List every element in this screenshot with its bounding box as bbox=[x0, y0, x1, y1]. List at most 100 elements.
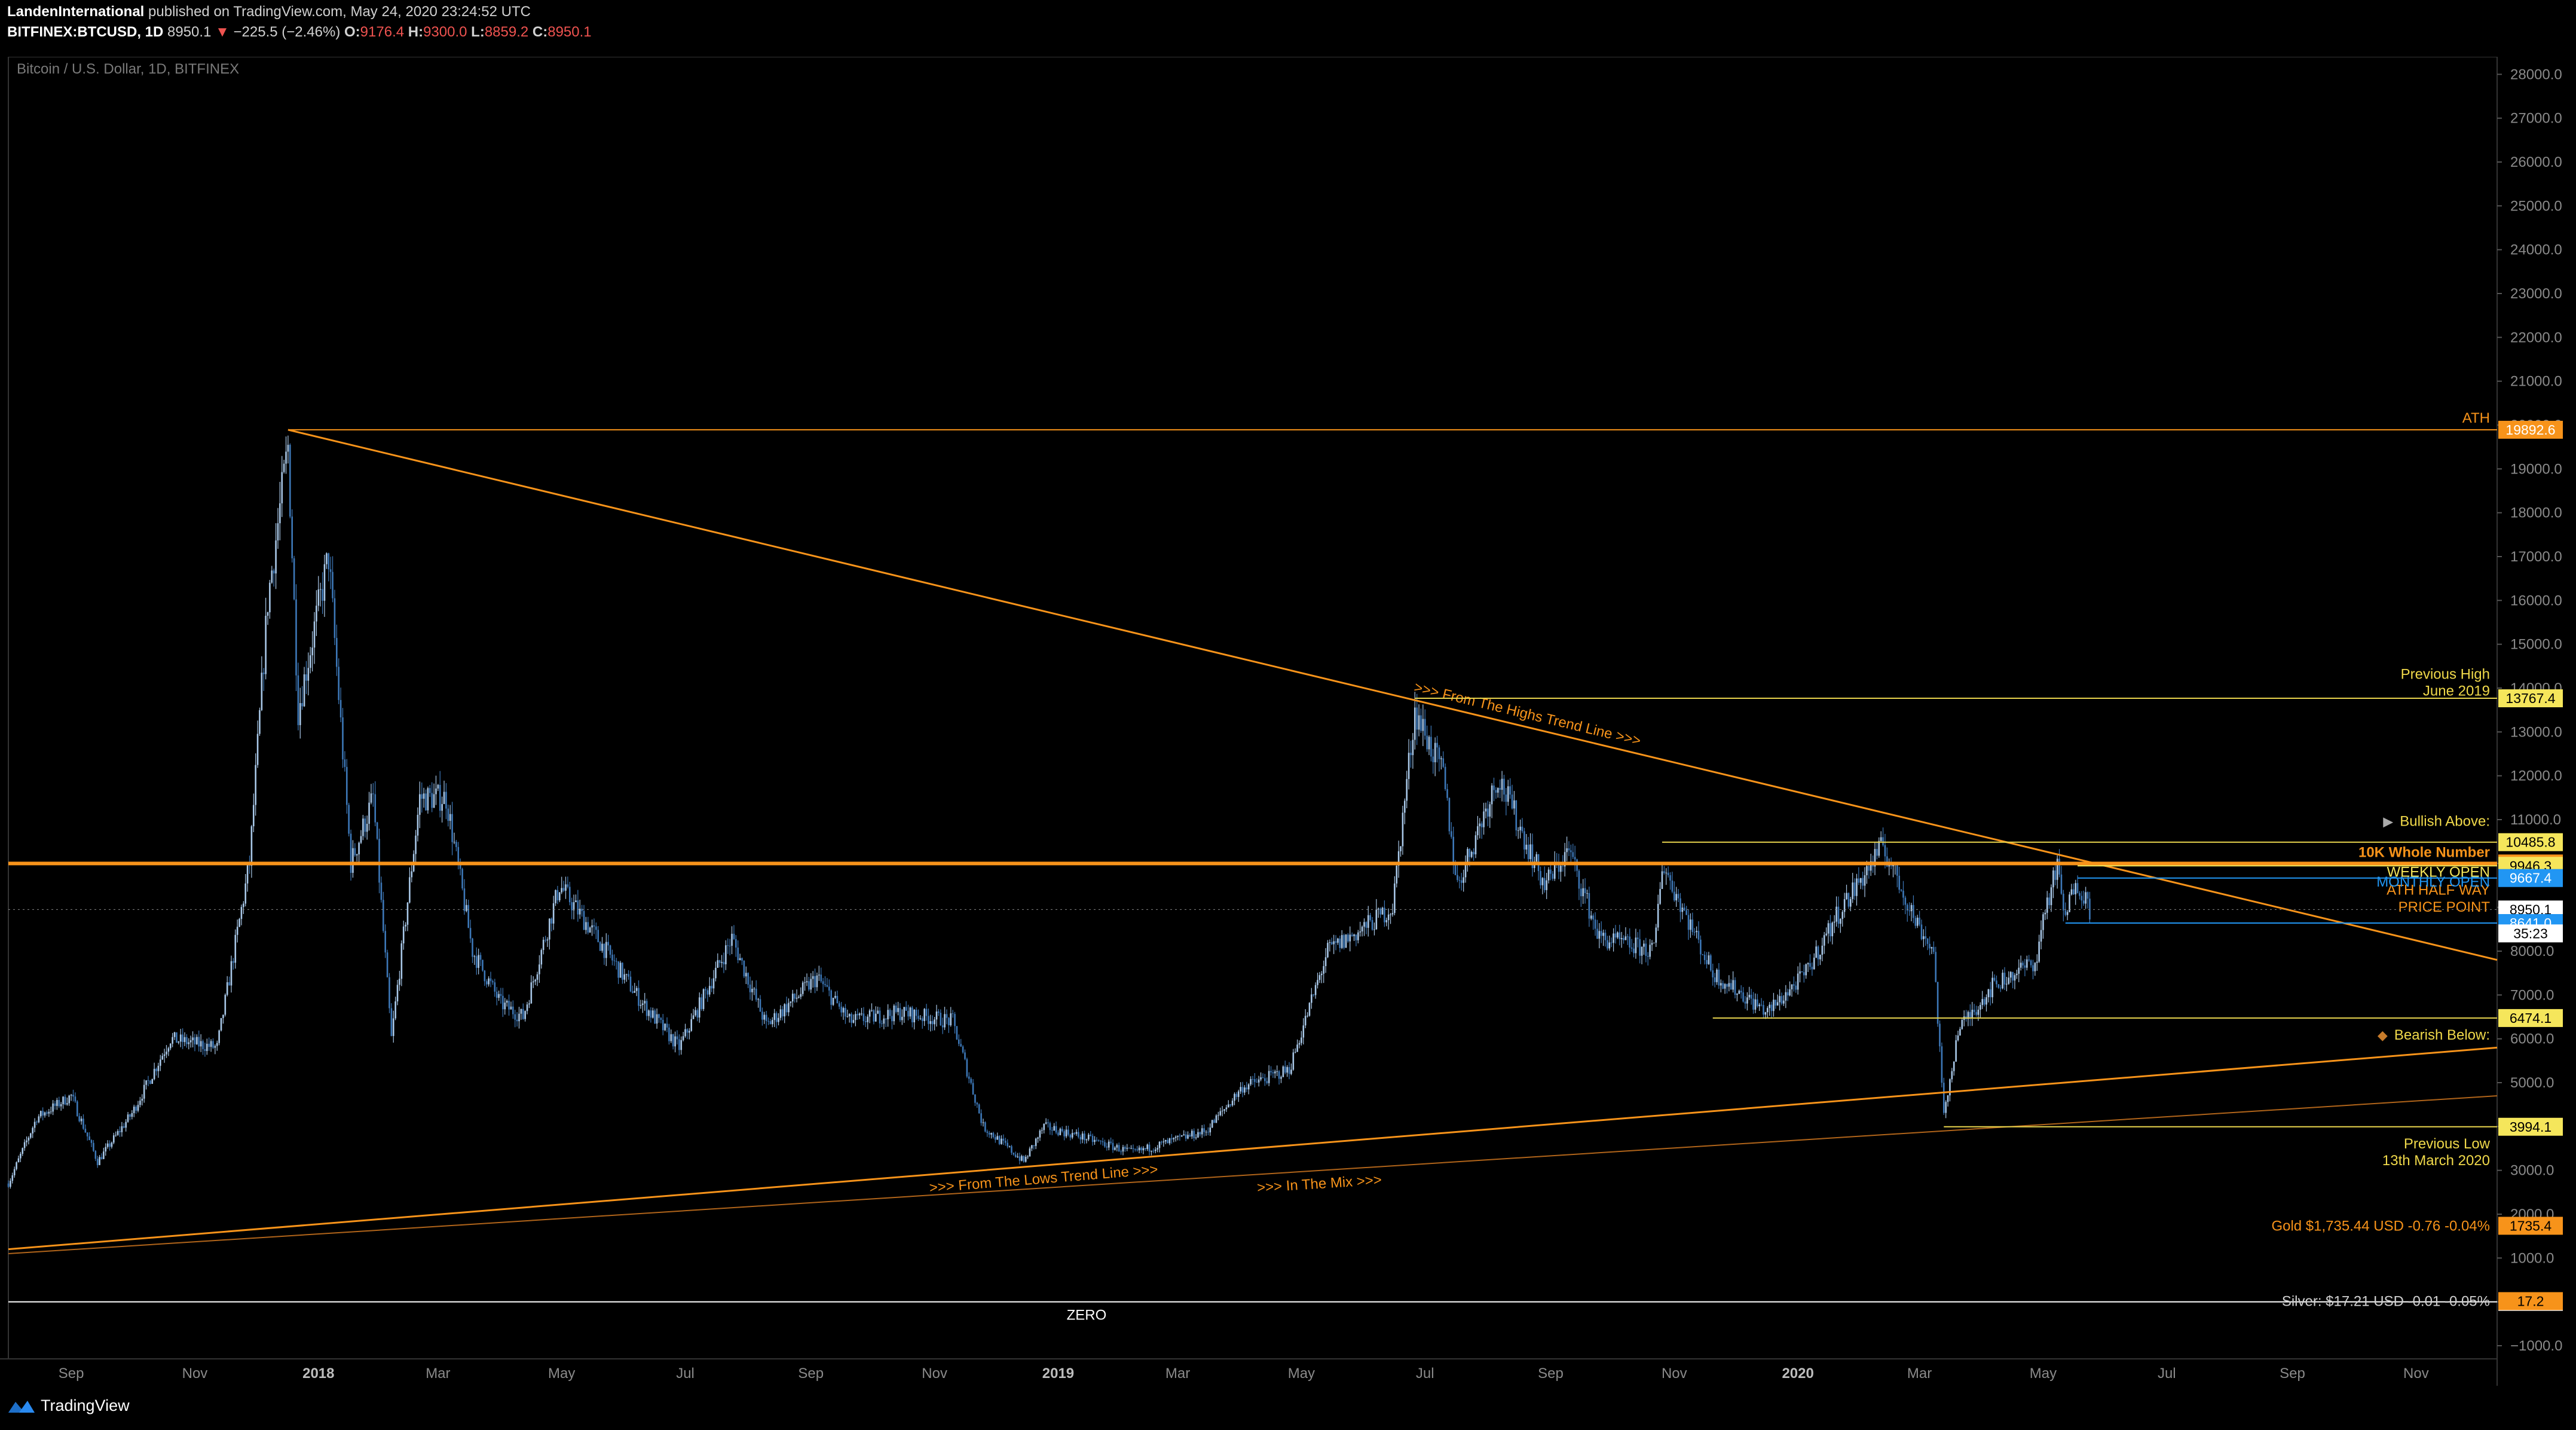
y-tick-label: 8000.0 bbox=[2510, 943, 2554, 960]
candle-body bbox=[1444, 766, 1446, 789]
candle-body bbox=[755, 988, 757, 1000]
candle-body bbox=[1527, 844, 1529, 860]
candle-body bbox=[1081, 1133, 1084, 1139]
candle-body bbox=[1118, 1145, 1120, 1152]
candle-body bbox=[1311, 994, 1313, 1003]
candle-body bbox=[1231, 1101, 1234, 1106]
candle-body bbox=[2024, 965, 2026, 968]
candle-body bbox=[1523, 831, 1525, 850]
tradingview-logo[interactable]: TradingView bbox=[7, 1397, 130, 1415]
candle-body bbox=[23, 1142, 26, 1148]
candle-body bbox=[2082, 900, 2085, 904]
candle-body bbox=[804, 982, 806, 983]
candle-body bbox=[674, 1036, 676, 1047]
candle-body bbox=[1499, 788, 1501, 790]
candle-body bbox=[891, 1016, 893, 1022]
candle-body bbox=[1209, 1128, 1211, 1133]
candle-body bbox=[17, 1158, 20, 1163]
candle-body bbox=[1582, 888, 1584, 897]
candle-body bbox=[1997, 984, 2000, 988]
candle-body bbox=[230, 961, 232, 986]
candle-body bbox=[1961, 1019, 1963, 1029]
candle-body bbox=[767, 1020, 769, 1022]
candle-body bbox=[1408, 753, 1410, 780]
candle-body bbox=[883, 1018, 885, 1024]
candle-body bbox=[568, 887, 571, 903]
candle-body bbox=[323, 564, 326, 601]
candle-body bbox=[980, 1113, 982, 1123]
candle-body bbox=[488, 978, 489, 985]
candle-body bbox=[1843, 899, 1846, 912]
candle-body bbox=[893, 1006, 895, 1022]
price-chart[interactable]: Bitcoin / U.S. Dollar, 1D, BITFINEX −1000… bbox=[0, 57, 2576, 1386]
candle-body bbox=[601, 943, 603, 951]
candle-body bbox=[1535, 854, 1538, 862]
candle-body bbox=[812, 976, 814, 979]
candle-body bbox=[700, 997, 702, 1009]
candle-body bbox=[1993, 977, 1996, 981]
candle-body bbox=[1280, 1077, 1282, 1079]
candle-body bbox=[1343, 935, 1345, 948]
candle-body bbox=[1773, 1000, 1775, 1012]
candle-body bbox=[934, 1019, 935, 1025]
candle-body bbox=[461, 869, 463, 889]
candle-body bbox=[1451, 831, 1452, 837]
candle-body bbox=[540, 950, 543, 965]
trend-line-lows bbox=[8, 1046, 2498, 1251]
candle-body bbox=[2087, 892, 2089, 899]
candle-body bbox=[149, 1080, 151, 1084]
candle-body bbox=[301, 703, 303, 707]
candle-body bbox=[1868, 866, 1870, 871]
candle-body bbox=[1945, 1102, 1947, 1113]
candle-body bbox=[778, 1018, 779, 1022]
candle-body bbox=[332, 572, 334, 598]
candle-body bbox=[1154, 1149, 1157, 1151]
candle-body bbox=[1442, 758, 1445, 767]
x-tick-label: Mar bbox=[426, 1365, 450, 1382]
candle-body bbox=[1744, 1001, 1746, 1004]
candle-body bbox=[423, 793, 425, 799]
candle-body bbox=[72, 1095, 74, 1097]
candle-body bbox=[559, 892, 561, 901]
candle-body bbox=[502, 995, 504, 1010]
candle-body bbox=[539, 964, 540, 974]
candle-body bbox=[489, 978, 492, 982]
candle-body bbox=[1975, 1012, 1977, 1015]
y-tick-label: 1000.0 bbox=[2510, 1250, 2554, 1266]
candle-body bbox=[1613, 933, 1614, 943]
candle-body bbox=[295, 599, 297, 676]
candle-body bbox=[1234, 1093, 1235, 1101]
candle-body bbox=[20, 1153, 22, 1159]
y-tick-label: 7000.0 bbox=[2510, 987, 2554, 1003]
candle-body bbox=[1142, 1148, 1145, 1151]
candle-body bbox=[255, 765, 256, 805]
candle-body bbox=[623, 974, 626, 980]
candle-body bbox=[717, 960, 719, 968]
candle-body bbox=[830, 990, 832, 1005]
candle-body bbox=[1317, 980, 1318, 985]
candle-body bbox=[179, 1034, 182, 1042]
candle-body bbox=[1769, 1004, 1770, 1009]
candle-body bbox=[549, 918, 550, 940]
candle-body bbox=[48, 1111, 50, 1114]
candle-body bbox=[818, 974, 820, 976]
candle-body bbox=[1094, 1139, 1096, 1142]
candle-body bbox=[1387, 914, 1390, 921]
level-label: 10K Whole Number bbox=[2358, 844, 2490, 860]
candle-body bbox=[836, 995, 839, 1004]
down-arrow-icon: ▼ bbox=[215, 24, 230, 40]
symbol-name[interactable]: BITFINEX:BTCUSD, 1D bbox=[7, 24, 164, 40]
candle-body bbox=[1333, 941, 1335, 945]
candle-body bbox=[1148, 1144, 1151, 1152]
candle-body bbox=[44, 1112, 46, 1116]
publisher-name[interactable]: LandenInternational bbox=[7, 4, 145, 20]
candle-body bbox=[587, 922, 589, 933]
candle-body bbox=[1902, 890, 1904, 898]
candle-body bbox=[842, 1008, 845, 1013]
candle-body bbox=[581, 909, 583, 911]
candle-body bbox=[1256, 1081, 1258, 1083]
candle-body bbox=[214, 1046, 216, 1048]
candle-body bbox=[628, 974, 629, 977]
candle-body bbox=[1874, 849, 1876, 867]
candle-body bbox=[2063, 893, 2064, 910]
